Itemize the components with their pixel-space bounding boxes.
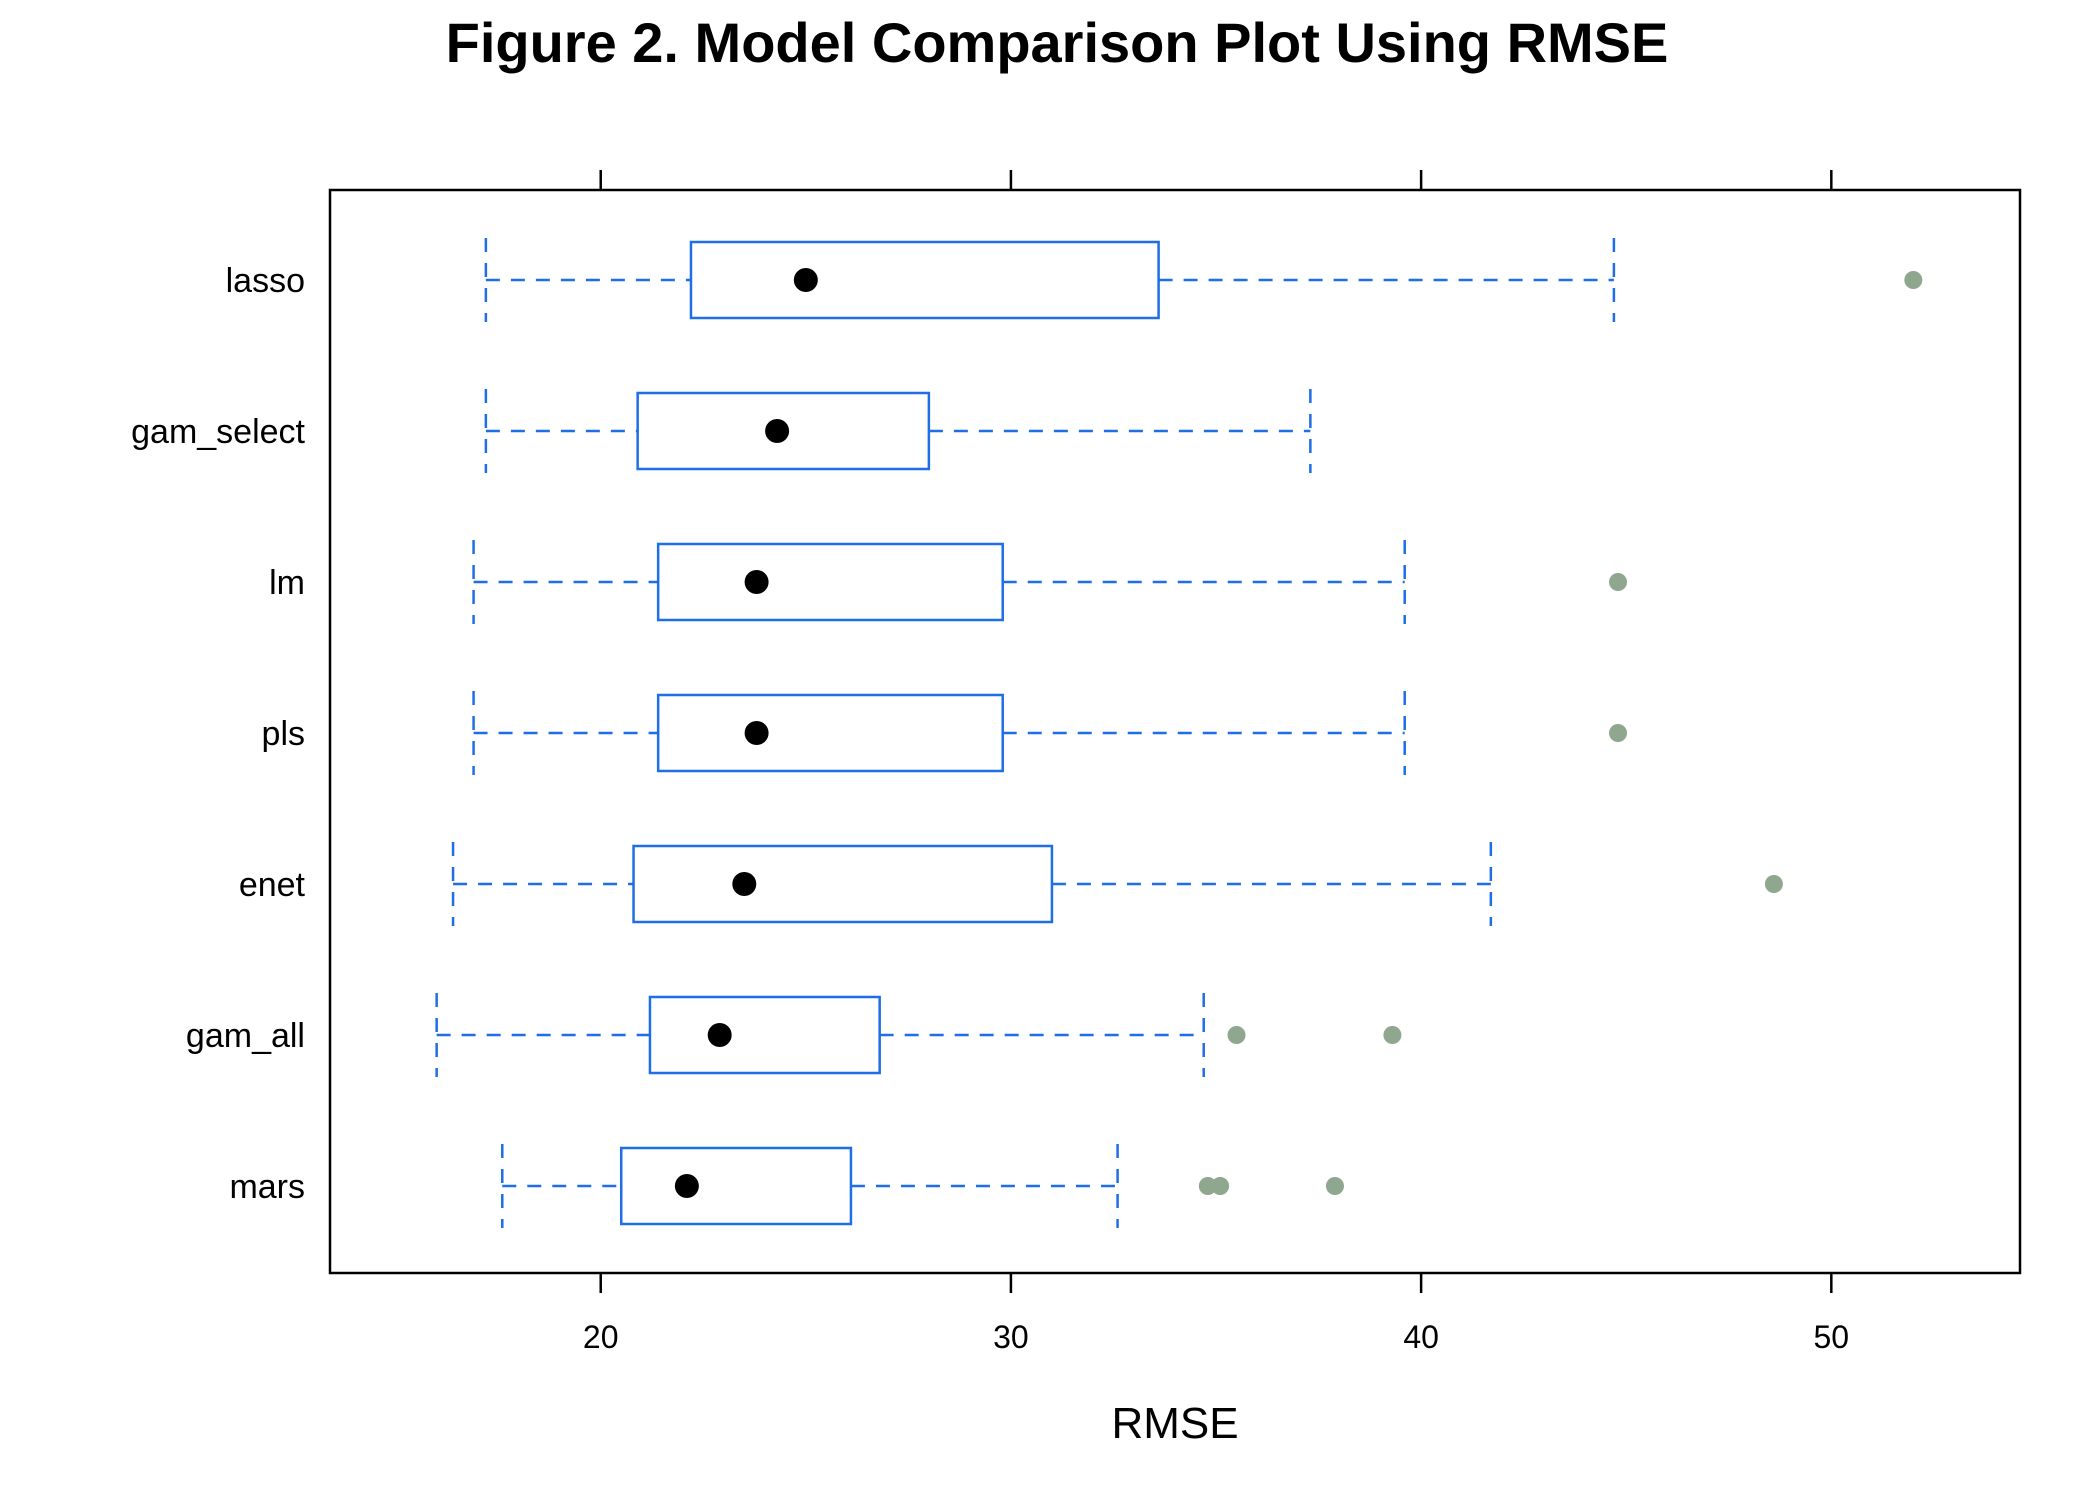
box-lasso: lasso [226, 238, 1923, 322]
x-axis: 20 30 40 50 [583, 170, 1849, 1355]
category-label-pls: pls [262, 715, 305, 753]
category-label-lasso: lasso [226, 262, 305, 300]
box-enet: enet [239, 842, 1783, 926]
box-mars: mars [229, 1144, 1344, 1228]
category-label-gam_all: gam_all [186, 1017, 305, 1055]
x-tick-label-30: 30 [993, 1319, 1029, 1355]
median-point-gam_all [707, 1023, 732, 1047]
x-axis-title: RMSE [1111, 1399, 1238, 1448]
outlier-point-mars-2 [1325, 1177, 1344, 1195]
box-iqr-pls [656, 693, 1004, 773]
box-iqr-lm [656, 542, 1004, 622]
box-iqr-gam_all [648, 995, 881, 1075]
box-gam_select: gam_select [131, 389, 1312, 473]
x-tick-label-20: 20 [583, 1319, 619, 1355]
outlier-point-lm-0 [1609, 573, 1628, 591]
category-label-lm: lm [269, 564, 305, 602]
x-tick-label-40: 40 [1403, 1319, 1439, 1355]
category-label-mars: mars [229, 1168, 305, 1206]
box-lm: lm [269, 540, 1628, 624]
outlier-point-pls-0 [1609, 724, 1628, 742]
chart-title: Figure 2. Model Comparison Plot Using RM… [446, 11, 1669, 74]
x-tick-label-50: 50 [1814, 1319, 1850, 1355]
outlier-point-gam_all-0 [1227, 1026, 1246, 1044]
box-gam_all: gam_all [186, 993, 1402, 1077]
box-iqr-lasso [689, 240, 1160, 320]
outlier-point-gam_all-1 [1383, 1026, 1402, 1044]
category-label-enet: enet [239, 866, 306, 904]
outlier-point-mars-0 [1198, 1177, 1217, 1195]
median-point-enet [732, 872, 757, 896]
median-point-pls [744, 721, 769, 745]
outlier-point-lasso-0 [1904, 271, 1923, 289]
category-label-gam_select: gam_select [131, 413, 305, 451]
median-point-lasso [793, 268, 818, 292]
box-iqr-enet [632, 844, 1054, 924]
box-pls: pls [262, 691, 1628, 775]
outlier-point-mars-1 [1211, 1177, 1230, 1195]
outlier-point-enet-0 [1764, 875, 1783, 893]
median-point-gam_select [765, 419, 790, 443]
median-point-lm [744, 570, 769, 594]
plot-frame [328, 188, 2022, 1275]
median-point-mars [674, 1174, 699, 1198]
box-iqr-mars [619, 1146, 853, 1226]
